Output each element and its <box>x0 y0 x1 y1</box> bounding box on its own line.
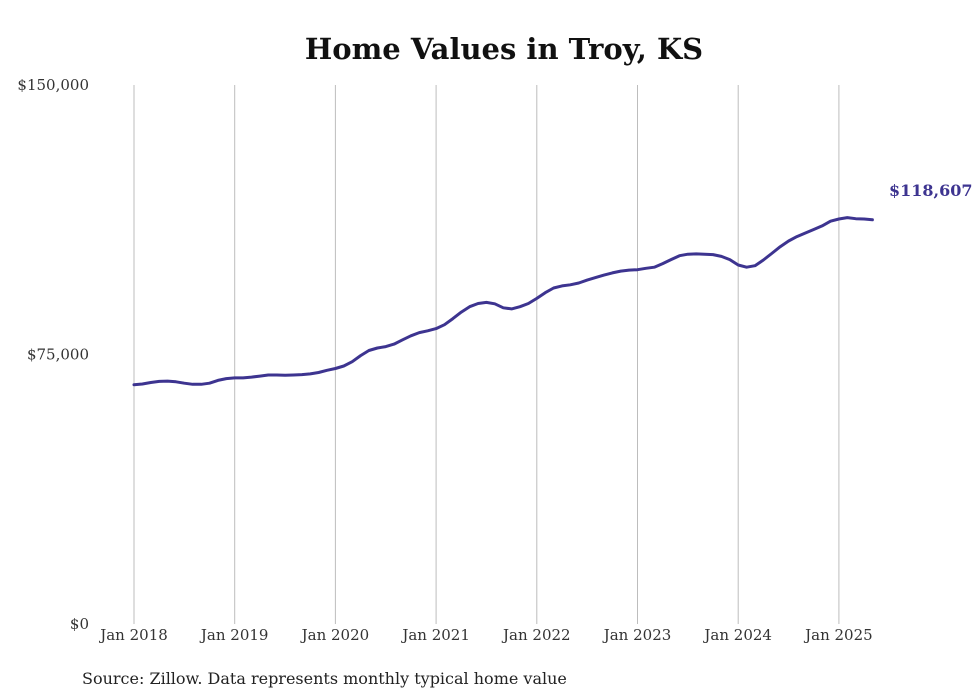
source-note: Source: Zillow. Data represents monthly … <box>82 669 567 688</box>
x-tick-label: Jan 2022 <box>501 626 571 644</box>
chart-title: Home Values in Troy, KS <box>305 32 703 66</box>
x-tick-label: Jan 2021 <box>400 626 470 644</box>
x-tick-label: Jan 2025 <box>803 626 873 644</box>
x-axis-ticks: Jan 2018 Jan 2019 Jan 2020 Jan 2021 Jan 2022… <box>98 626 872 644</box>
x-tick-label: Jan 2024 <box>702 626 772 644</box>
x-tick-label: Jan 2018 <box>98 626 168 644</box>
y-axis-ticks: $0 $75,000 $150,000 <box>17 76 89 633</box>
x-tick-label: Jan 2023 <box>602 626 672 644</box>
y-tick-label: $75,000 <box>27 346 89 364</box>
series-line <box>132 216 874 387</box>
end-value-label: $118,607 <box>889 181 973 200</box>
gridlines <box>133 85 840 624</box>
y-tick-label: $150,000 <box>17 76 89 94</box>
y-tick-label: $0 <box>70 615 89 633</box>
x-tick-label: Jan 2019 <box>199 626 269 644</box>
x-tick-label: Jan 2020 <box>300 626 370 644</box>
